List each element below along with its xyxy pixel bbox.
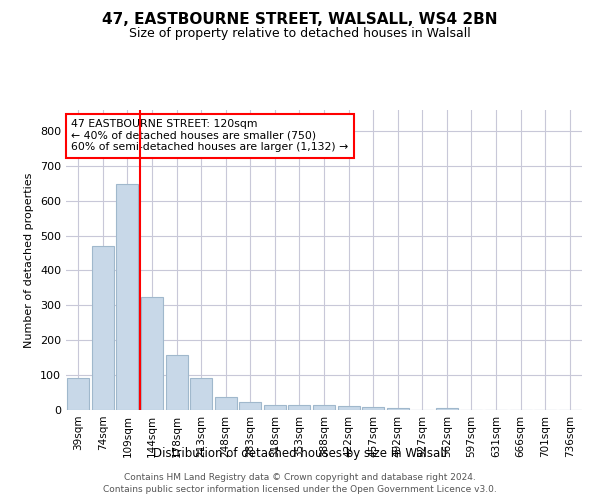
Bar [67,378,89,410]
Bar [338,406,359,410]
Text: Size of property relative to detached houses in Walsall: Size of property relative to detached ho… [129,28,471,40]
Bar [362,407,384,410]
Bar [289,405,310,410]
Bar [215,396,237,410]
Bar [264,406,286,410]
Text: 47, EASTBOURNE STREET, WALSALL, WS4 2BN: 47, EASTBOURNE STREET, WALSALL, WS4 2BN [102,12,498,28]
Y-axis label: Number of detached properties: Number of detached properties [25,172,34,348]
Text: Contains HM Land Registry data © Crown copyright and database right 2024.: Contains HM Land Registry data © Crown c… [124,472,476,482]
Text: Distribution of detached houses by size in Walsall: Distribution of detached houses by size … [153,448,447,460]
Bar [141,296,163,410]
Bar [386,408,409,410]
Bar [92,246,114,410]
Bar [116,184,139,410]
Text: Contains public sector information licensed under the Open Government Licence v3: Contains public sector information licen… [103,485,497,494]
Bar [313,405,335,410]
Bar [166,355,188,410]
Bar [436,408,458,410]
Bar [190,378,212,410]
Bar [239,402,262,410]
Text: 47 EASTBOURNE STREET: 120sqm
← 40% of detached houses are smaller (750)
60% of s: 47 EASTBOURNE STREET: 120sqm ← 40% of de… [71,119,349,152]
